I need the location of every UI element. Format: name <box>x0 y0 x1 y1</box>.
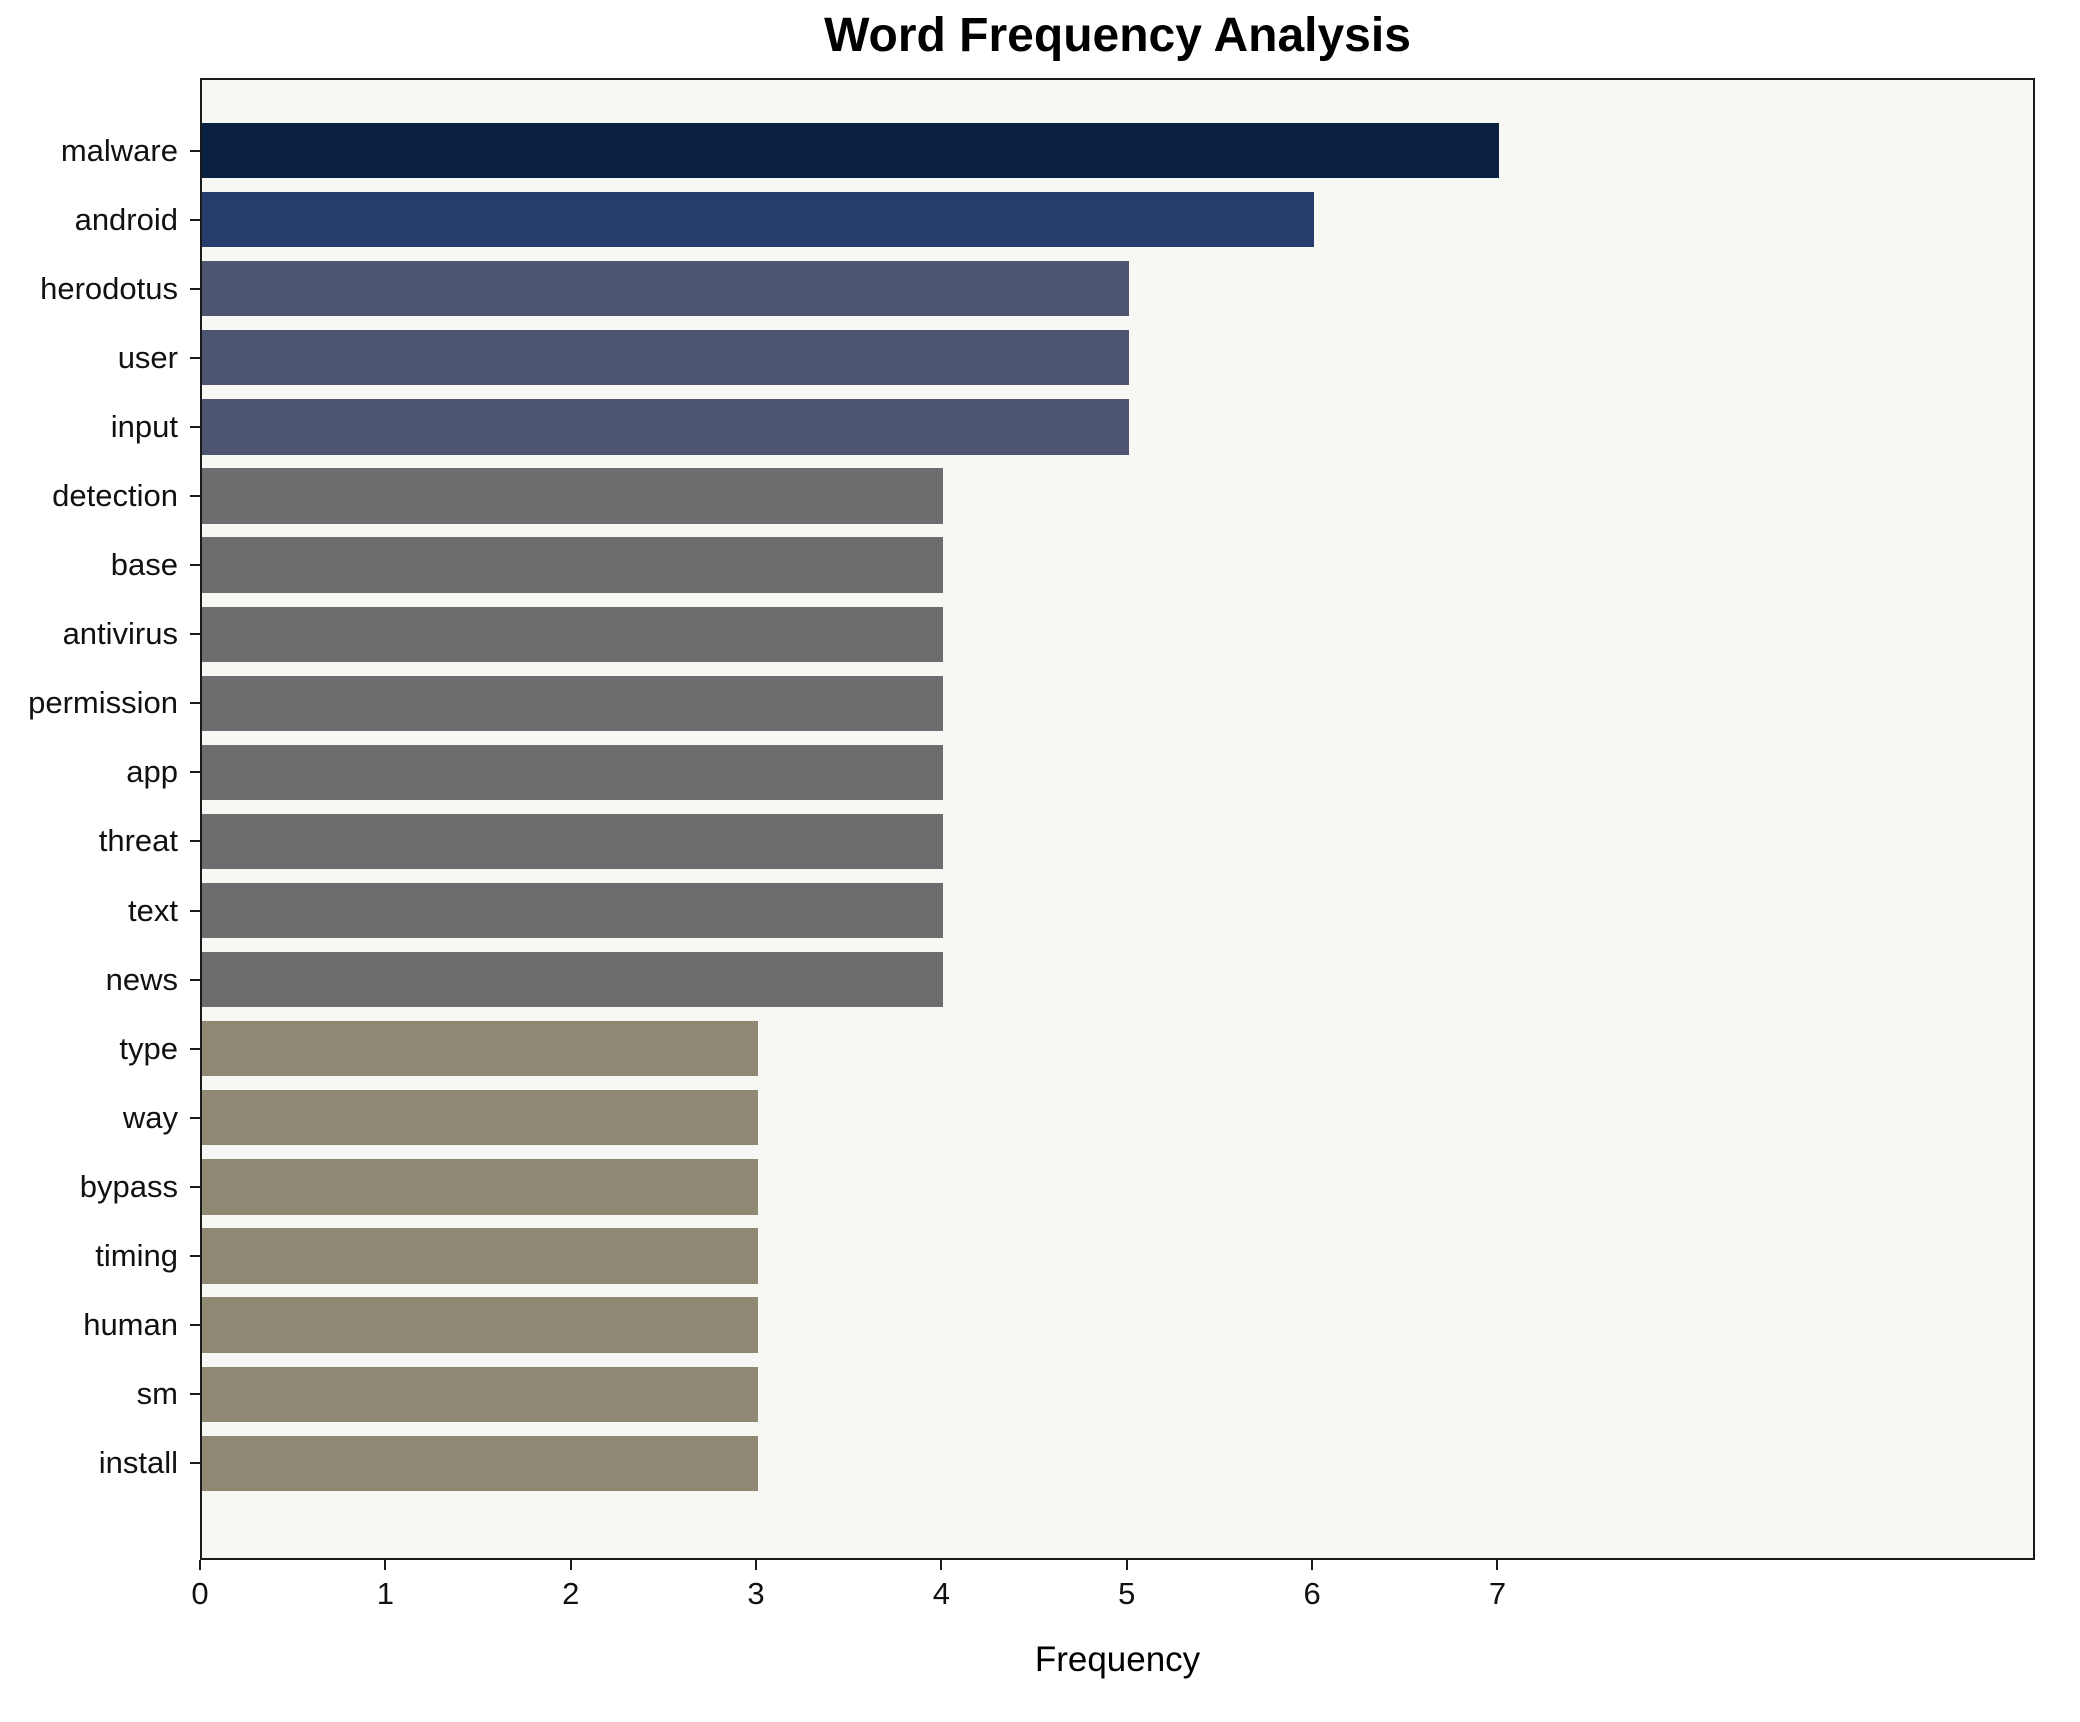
x-tick-label-1: 1 <box>376 1576 394 1611</box>
y-tick-mark <box>190 495 200 497</box>
bar-herodotus <box>202 261 1129 317</box>
y-tick-mark <box>190 1185 200 1188</box>
y-tick-label-permission: permission <box>28 685 178 721</box>
y-tick-mark <box>190 218 200 221</box>
x-tick-mark <box>1125 1560 1128 1570</box>
x-axis-label: Frequency <box>1034 1640 1201 1679</box>
x-tick-mark <box>384 1560 387 1570</box>
x-tick-mark <box>755 1560 758 1570</box>
y-tick-label-text: text <box>128 892 178 928</box>
bar-human <box>202 1297 759 1353</box>
x-tick-mark <box>940 1560 943 1570</box>
y-tick-label-detection: detection <box>52 478 178 513</box>
y-tick-mark <box>190 909 200 912</box>
y-tick-mark <box>190 633 200 636</box>
bar-install <box>202 1435 759 1491</box>
y-tick-label-app: app <box>126 754 178 790</box>
bar-antivirus <box>202 606 944 662</box>
bar-way <box>202 1090 759 1146</box>
y-tick-label-antivirus: antivirus <box>62 616 178 652</box>
bar-sm <box>202 1366 759 1422</box>
y-tick-mark <box>190 978 200 981</box>
x-tick-label-2: 2 <box>562 1576 580 1611</box>
y-tick-mark <box>190 287 200 290</box>
y-tick-mark <box>190 564 200 567</box>
x-tick-mark <box>1311 1560 1314 1570</box>
bar-android <box>202 192 1315 248</box>
x-tick-mark <box>1496 1560 1499 1570</box>
bar-base <box>202 537 944 593</box>
y-tick-mark <box>190 425 200 428</box>
y-tick-label-timing: timing <box>95 1238 178 1273</box>
x-tick-label-0: 0 <box>191 1576 209 1611</box>
y-tick-label-install: install <box>98 1445 178 1481</box>
y-tick-label-bypass: bypass <box>79 1168 178 1204</box>
y-tick-mark <box>190 149 200 152</box>
y-tick-mark <box>190 840 200 843</box>
bar-type <box>202 1021 759 1077</box>
y-tick-label-way: way <box>122 1099 178 1135</box>
x-tick-mark <box>569 1560 572 1570</box>
x-tick-mark <box>199 1560 201 1570</box>
y-tick-label-human: human <box>83 1307 178 1343</box>
y-tick-label-input: input <box>110 408 178 444</box>
bar-detection <box>202 468 944 524</box>
y-tick-mark <box>190 1393 200 1396</box>
y-tick-mark <box>190 1116 200 1119</box>
y-tick-mark <box>190 702 200 705</box>
x-tick-label-7: 7 <box>1488 1576 1507 1611</box>
bar-threat <box>202 813 944 870</box>
y-tick-mark <box>190 1255 200 1257</box>
y-tick-mark <box>190 356 200 359</box>
chart-title: Word Frequency Analysis <box>824 9 1411 62</box>
bar-app <box>202 744 944 800</box>
y-tick-label-sm: sm <box>136 1376 178 1412</box>
y-tick-mark <box>190 1324 200 1327</box>
y-tick-label-android: android <box>74 201 178 237</box>
bar-input <box>202 399 1129 455</box>
bar-news <box>202 952 944 1008</box>
y-tick-label-base: base <box>110 547 178 583</box>
y-tick-mark <box>190 1047 200 1050</box>
y-tick-mark <box>190 1462 200 1465</box>
y-tick-label-news: news <box>105 961 178 997</box>
bar-malware <box>202 122 1500 179</box>
x-tick-label-5: 5 <box>1118 1576 1136 1611</box>
bar-user <box>202 330 1129 386</box>
bar-bypass <box>202 1159 759 1215</box>
y-tick-label-malware: malware <box>60 132 178 168</box>
bar-permission <box>202 675 944 731</box>
x-tick-label-4: 4 <box>932 1576 951 1611</box>
y-tick-label-type: type <box>119 1030 178 1066</box>
y-tick-label-user: user <box>117 339 178 375</box>
bar-text <box>202 882 944 939</box>
y-tick-label-threat: threat <box>98 823 178 859</box>
x-tick-label-6: 6 <box>1303 1576 1321 1611</box>
y-tick-mark <box>190 771 200 774</box>
bar-timing <box>202 1228 759 1284</box>
y-tick-label-herodotus: herodotus <box>40 270 178 306</box>
x-tick-label-3: 3 <box>747 1576 765 1611</box>
